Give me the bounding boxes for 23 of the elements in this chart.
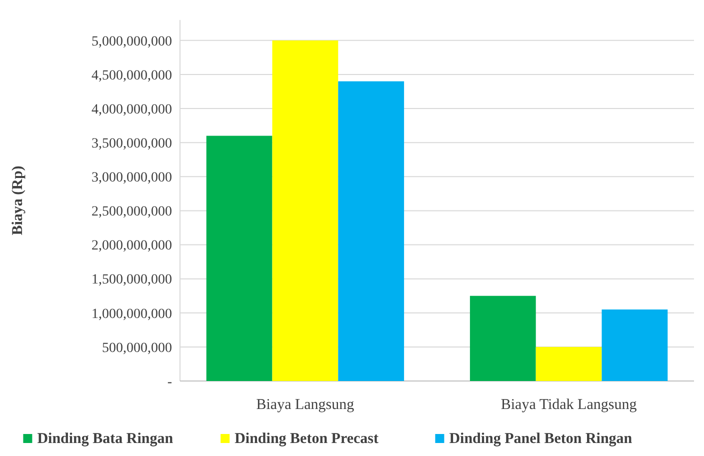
y-tick-label: 3,500,000,000 xyxy=(92,136,172,152)
y-tick-label: 5,000,000,000 xyxy=(92,34,172,50)
bar xyxy=(338,81,404,381)
bar xyxy=(206,136,272,381)
y-tick-label: 500,000,000 xyxy=(102,340,172,356)
y-tick-label: - xyxy=(167,374,172,390)
bar xyxy=(470,296,536,381)
y-tick-label: 4,500,000,000 xyxy=(92,68,172,84)
y-tick-label: 3,000,000,000 xyxy=(92,170,172,186)
legend-label: Dinding Panel Beton Ringan xyxy=(449,431,633,447)
legend-label: Dinding Bata Ringan xyxy=(37,431,174,447)
y-axis-title: Biaya (Rp) xyxy=(10,166,26,236)
bar xyxy=(272,40,338,381)
bar xyxy=(602,309,668,381)
bar xyxy=(536,346,602,381)
legend-label: Dinding Beton Precast xyxy=(234,431,379,447)
x-tick-label: Biaya Tidak Langsung xyxy=(500,397,638,413)
y-tick-label: 2,500,000,000 xyxy=(92,204,172,220)
y-tick-label: 4,000,000,000 xyxy=(92,102,172,118)
y-tick-label: 2,000,000,000 xyxy=(92,238,172,254)
y-tick-label: 1,500,000,000 xyxy=(92,272,172,288)
y-tick-label: 1,000,000,000 xyxy=(92,306,172,322)
x-tick-label: Biaya Langsung xyxy=(256,397,355,413)
